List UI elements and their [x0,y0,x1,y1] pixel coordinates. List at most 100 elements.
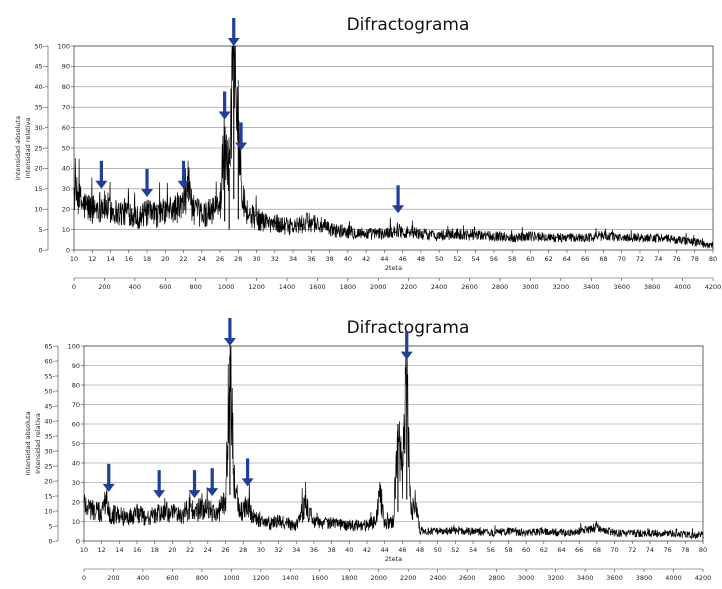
diffraction-series-line [73,45,714,250]
y-rel-label: Intensidad relativa [34,413,42,474]
x-tick-label: 40 [345,546,353,554]
secondary-x-tick-label: 1000 [218,283,235,291]
x-tick-label: 68 [599,255,607,263]
y-rel-tick-label: 10 [72,518,80,526]
secondary-x-tick-label: 2200 [400,283,417,291]
y-rel-tick-label: 40 [72,459,80,467]
peak-arrow [141,168,154,197]
secondary-x-tick-label: 800 [196,574,208,582]
diffraction-series-line [83,345,704,540]
peak-arrow-head [218,111,231,120]
x-tick-label: 38 [325,255,333,263]
x-tick-label: 10 [70,255,78,263]
y-rel-tick-label: 90 [72,362,80,370]
secondary-x-tick-label: 1400 [279,283,296,291]
x-tick-label: 18 [151,546,159,554]
y-abs-tick-label: 50- [44,387,55,395]
peak-arrow [102,463,115,492]
x-tick-label: 76 [672,255,680,263]
secondary-x-tick-label: 600 [159,283,171,291]
y-abs-tick-label: 20- [44,477,55,485]
x-tick-label: 58 [508,255,516,263]
peak-arrow-head [241,478,254,487]
y-rel-tick-label: 30 [72,479,80,487]
x-tick-label: 22 [179,255,187,263]
peak-arrow [153,470,166,499]
y-abs-tick-label: 40- [44,417,55,425]
secondary-x-tick-label: 2000 [370,574,387,582]
x-tick-label: 62 [545,255,553,263]
x-tick-label: 60 [526,255,534,263]
x-tick-label: 54 [472,255,480,263]
peak-arrow [227,18,240,46]
secondary-x-tick-label: 2600 [459,574,476,582]
secondary-x-tick-label: 3400 [577,574,594,582]
peak-arrow-head [188,490,201,499]
x-tick-label: 64 [563,255,571,263]
x-tick-label: 10 [80,546,88,554]
secondary-x-tick-label: 200 [107,574,119,582]
secondary-x-tick-label: 4200 [695,574,712,582]
peak-arrow [177,160,190,189]
secondary-x-tick-label: 4200 [705,283,722,291]
y-abs-tick-label: 5- [39,226,46,234]
secondary-x-tick-label: 1600 [309,283,326,291]
secondary-x-tick-label: 2000 [370,283,387,291]
x-tick-label: 44 [381,546,389,554]
x-tick-label: 50 [435,255,443,263]
peak-arrow [223,318,236,346]
secondary-x-tick-label: 400 [129,283,141,291]
chart-1: Difractograma01020304050607080901000-5-1… [14,15,721,291]
secondary-x-tick-label: 3000 [522,283,539,291]
peak-arrow-head [227,38,240,46]
peak-arrow [218,91,231,120]
peak-arrow-head [177,180,190,189]
y-abs-label: Intensidad absoluta [24,411,32,475]
peak-arrow-head [235,142,248,151]
x-tick-label: 64 [557,546,565,554]
x-axis-label: 2teta [385,555,402,563]
x-tick-label: 60 [522,546,530,554]
peak-arrow [241,458,254,487]
x-tick-label: 24 [198,255,206,263]
peak-arrow [235,122,248,151]
x-tick-label: 66 [581,255,589,263]
y-abs-tick-label: 20- [34,165,45,173]
secondary-x-tick-label: 1800 [341,574,358,582]
secondary-x-tick-label: 4000 [665,574,682,582]
chart-title: Difractograma [347,318,470,338]
chart-2: Difractograma01020304050607080901000-5-1… [24,318,711,582]
secondary-x-tick-label: 1200 [253,574,270,582]
y-rel-tick-label: 0 [76,537,80,545]
x-tick-label: 38 [327,546,335,554]
x-tick-label: 18 [143,255,151,263]
y-abs-tick-label: 35- [34,104,45,112]
x-tick-label: 48 [417,255,425,263]
x-tick-label: 14 [106,255,114,263]
x-tick-label: 56 [487,546,495,554]
x-tick-label: 42 [362,255,370,263]
y-abs-tick-label: 55- [44,372,55,380]
peak-arrow-head [102,483,115,492]
secondary-x-tick-label: 200 [98,283,110,291]
x-tick-label: 70 [618,255,626,263]
y-abs-tick-label: 5- [49,522,56,530]
secondary-x-tick-label: 2800 [492,283,509,291]
y-rel-tick-label: 40 [62,165,70,173]
y-rel-tick-label: 20 [62,206,70,214]
secondary-x-tick-label: 1600 [312,574,329,582]
x-tick-label: 66 [575,546,583,554]
y-rel-tick-label: 50 [72,440,80,448]
x-tick-label: 28 [239,546,247,554]
x-tick-label: 62 [540,546,548,554]
peak-arrow-head [392,205,405,214]
x-tick-label: 70 [610,546,618,554]
y-rel-tick-label: 70 [62,104,70,112]
y-rel-tick-label: 100 [58,42,70,50]
y-rel-tick-label: 80 [72,381,80,389]
secondary-x-tick-label: 3600 [613,283,630,291]
x-tick-label: 28 [234,255,242,263]
x-axis-label: 2teta [385,264,402,272]
x-tick-label: 20 [161,255,169,263]
y-abs-tick-label: 25- [34,144,45,152]
